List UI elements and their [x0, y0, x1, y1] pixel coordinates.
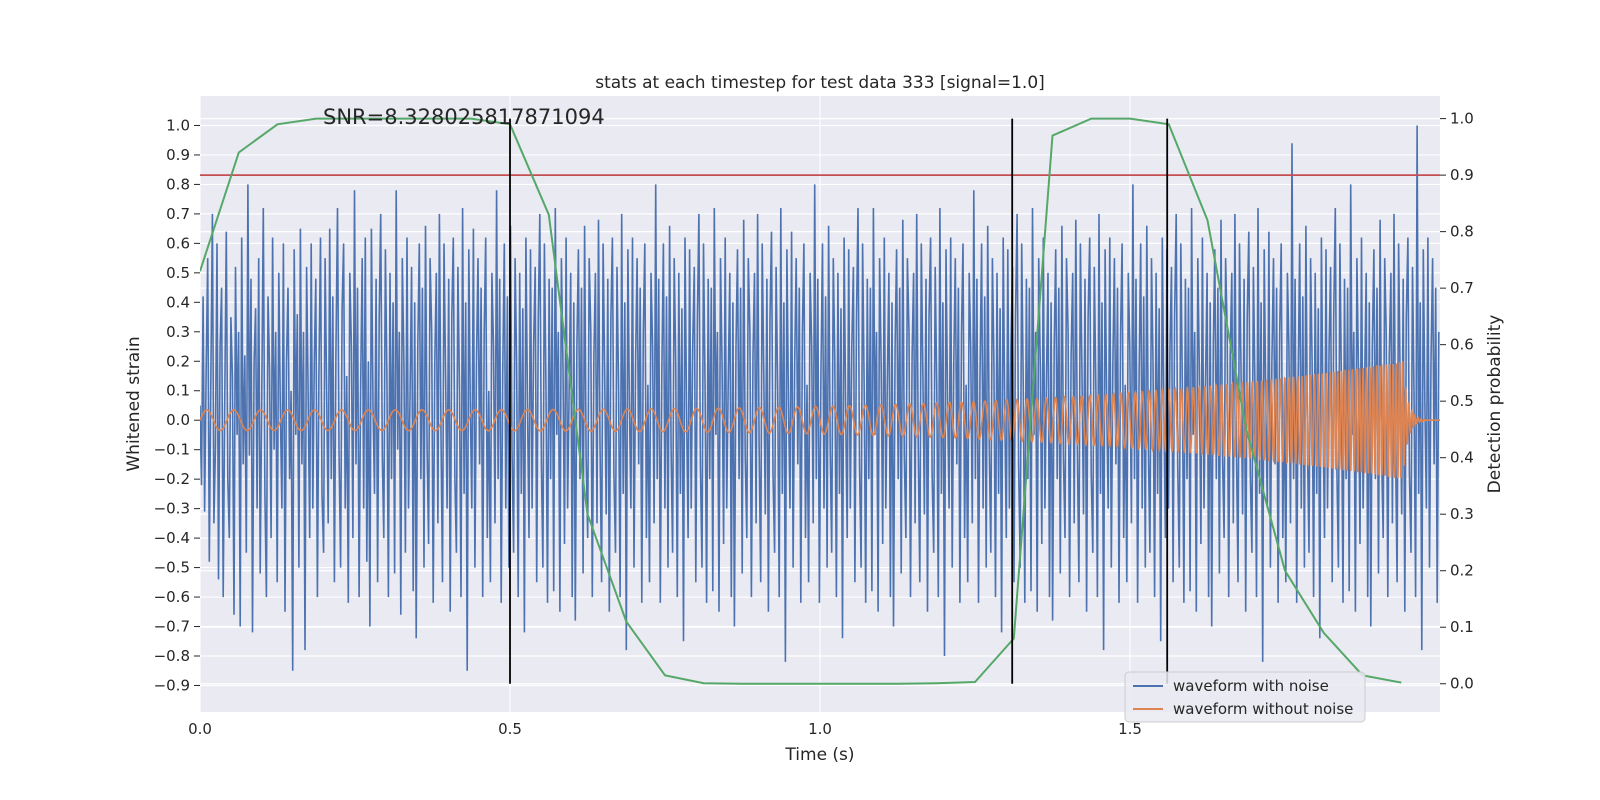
chart-title: stats at each timestep for test data 333…: [595, 73, 1045, 93]
y2-tick-label: 0.5: [1450, 392, 1474, 410]
y-tick-label: 0.1: [166, 382, 190, 400]
y-tick-label: 0.2: [166, 352, 190, 370]
y2-tick-label: 0.0: [1450, 675, 1474, 693]
y-tick-label: −0.8: [154, 647, 190, 665]
y-tick-label: −0.7: [154, 618, 190, 636]
ticks: 0.0 0.5 1.0 1.5 1.0 0.9 0.8 0.7 0.6 0.5 0.4 0.3 0.2 0…: [154, 110, 1474, 738]
y-tick-label: −0.1: [154, 441, 190, 459]
x-tick-label: 1.5: [1118, 720, 1142, 738]
legend: waveform with noise waveform without nois…: [1124, 671, 1366, 723]
x-tick-label: 0.0: [188, 720, 212, 738]
y2-tick-label: 0.8: [1450, 223, 1474, 241]
y-tick-label: 0.5: [166, 264, 190, 282]
series-waveform-without-noise: [200, 361, 1440, 479]
y2-tick-label: 0.4: [1450, 449, 1474, 467]
y-tick-label: 1.0: [166, 116, 190, 134]
x-tick-label: 1.0: [808, 720, 832, 738]
legend-box: [1124, 671, 1366, 723]
series-detection-probability: [200, 117, 1402, 685]
y-tick-label: 0.8: [166, 175, 190, 193]
y-tick-label: 0.0: [166, 411, 190, 429]
y2-tick-label: 0.2: [1450, 562, 1474, 580]
y-tick-label: 0.6: [166, 234, 190, 252]
y-tick-label: 0.3: [166, 323, 190, 341]
snr-annotation: SNR=8.328025817871094: [323, 105, 605, 129]
y-tick-label: −0.9: [154, 676, 190, 694]
y2-tick-label: 0.7: [1450, 279, 1474, 297]
y-tick-label: −0.5: [154, 559, 190, 577]
y2-tick-label: 0.9: [1450, 166, 1474, 184]
x-tick-label: 0.5: [498, 720, 522, 738]
y2-tick-label: 0.6: [1450, 336, 1474, 354]
y-tick-label: 0.9: [166, 146, 190, 164]
y2-tick-label: 1.0: [1450, 110, 1474, 128]
legend-label: waveform without noise: [1173, 700, 1353, 718]
y-tick-label: −0.6: [154, 588, 190, 606]
y2-tick-label: 0.3: [1450, 505, 1474, 523]
y-tick-label: −0.3: [154, 500, 190, 518]
y-tick-label: 0.4: [166, 293, 190, 311]
y2-axis-label: Detection probability: [1485, 315, 1505, 494]
y-axis-label: Whitened strain: [124, 336, 144, 471]
y2-tick-label: 0.1: [1450, 618, 1474, 636]
y-tick-label: −0.2: [154, 470, 190, 488]
plot-area: [200, 117, 1440, 685]
y-tick-label: −0.4: [154, 529, 190, 547]
y-tick-label: 0.7: [166, 205, 190, 223]
x-axis-label: Time (s): [784, 745, 854, 765]
legend-label: waveform with noise: [1173, 677, 1329, 695]
